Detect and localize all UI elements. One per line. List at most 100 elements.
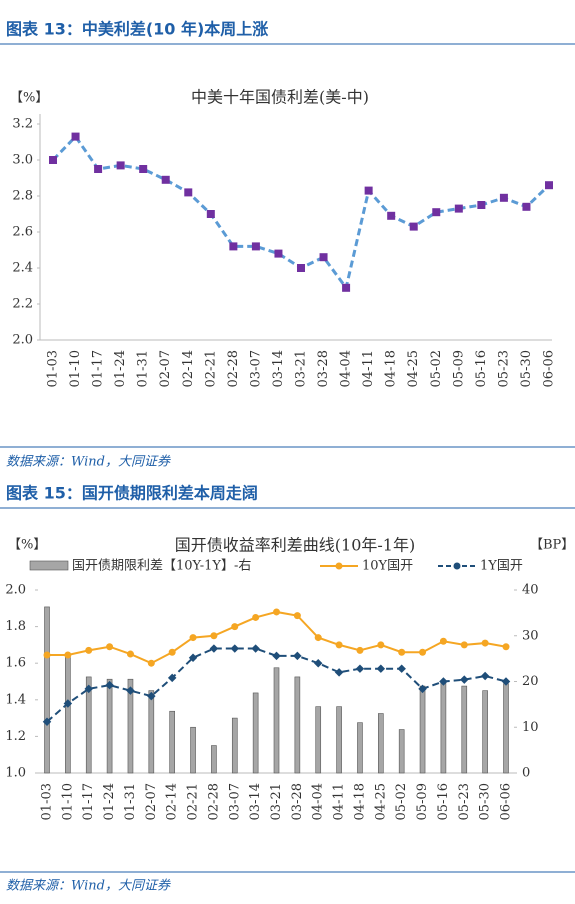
x-tick-label: 05-30 bbox=[478, 783, 493, 820]
x-tick-label: 03-07 bbox=[227, 783, 242, 820]
x-tick-label: 04-04 bbox=[339, 350, 354, 387]
point bbox=[439, 677, 448, 686]
point bbox=[376, 664, 386, 673]
x-tick-label: 03-28 bbox=[290, 783, 305, 820]
point bbox=[480, 671, 490, 681]
point bbox=[116, 161, 125, 170]
y-tick-label: 1.0 bbox=[5, 766, 26, 781]
y-tick-label: 2.0 bbox=[12, 333, 33, 348]
x-tick-label: 02-07 bbox=[158, 350, 173, 387]
chart-title: 中美十年国债利差(美-中) bbox=[191, 88, 369, 107]
point bbox=[481, 639, 489, 647]
x-tick-label: 04-25 bbox=[406, 350, 421, 387]
x-tick-label: 02-14 bbox=[181, 350, 196, 387]
x-tick-label: 04-25 bbox=[373, 783, 388, 820]
point bbox=[335, 641, 343, 649]
point bbox=[397, 664, 406, 673]
point bbox=[252, 613, 260, 621]
point bbox=[210, 632, 218, 640]
x-tick-label: 03-14 bbox=[248, 783, 263, 820]
bar bbox=[398, 729, 405, 774]
bar bbox=[503, 683, 509, 774]
x-tick-label: 01-24 bbox=[113, 350, 128, 387]
legend-label: 1Y国开 bbox=[480, 559, 523, 574]
x-tick-label: 04-18 bbox=[352, 783, 367, 820]
x-tick-label: 01-17 bbox=[91, 350, 106, 387]
bar bbox=[273, 667, 280, 774]
y-tick-label: 1.4 bbox=[5, 692, 26, 707]
point bbox=[460, 641, 468, 649]
x-tick-label: 04-11 bbox=[361, 350, 376, 387]
legend-label: 10Y国开 bbox=[362, 559, 413, 574]
y-tick-label: 2.2 bbox=[12, 297, 33, 312]
point bbox=[184, 188, 193, 197]
point bbox=[439, 637, 447, 645]
x-tick-label: 02-21 bbox=[203, 350, 218, 387]
legend-swatch bbox=[335, 562, 343, 570]
point bbox=[499, 193, 508, 202]
point bbox=[398, 648, 406, 656]
point bbox=[460, 675, 469, 684]
point bbox=[522, 202, 531, 211]
point bbox=[313, 658, 323, 668]
bar bbox=[419, 685, 426, 774]
bar bbox=[482, 690, 488, 774]
bar bbox=[44, 606, 50, 774]
bar bbox=[357, 722, 363, 774]
bar bbox=[127, 678, 134, 774]
x-tick-label: 02-28 bbox=[206, 783, 221, 820]
bar bbox=[378, 713, 384, 774]
x-tick-label: 06-06 bbox=[542, 350, 557, 387]
bar bbox=[85, 676, 92, 774]
y2-tick-label: 10 bbox=[522, 720, 539, 735]
series-line bbox=[46, 647, 507, 723]
point bbox=[139, 165, 148, 173]
point bbox=[377, 641, 385, 649]
x-tick-label: 05-02 bbox=[429, 350, 444, 387]
bar bbox=[252, 692, 259, 774]
point bbox=[418, 684, 427, 694]
x-tick-label: 05-02 bbox=[394, 783, 409, 820]
x-tick-label: 05-30 bbox=[519, 350, 534, 387]
x-tick-label: 03-21 bbox=[294, 350, 309, 387]
x-tick-label: 01-03 bbox=[46, 350, 61, 387]
point bbox=[454, 204, 463, 213]
point bbox=[272, 651, 281, 661]
point bbox=[231, 623, 239, 631]
point bbox=[189, 634, 197, 642]
point bbox=[230, 644, 240, 653]
point bbox=[206, 210, 215, 218]
legend-swatch bbox=[29, 560, 69, 571]
y-tick-label: 2.6 bbox=[12, 225, 33, 240]
y-axis-label: 【%】 bbox=[8, 538, 46, 553]
legend-swatch bbox=[453, 562, 461, 570]
bar bbox=[336, 706, 342, 774]
bar bbox=[315, 706, 322, 774]
bar bbox=[169, 710, 175, 774]
point bbox=[314, 634, 322, 642]
point bbox=[49, 156, 57, 164]
legend-label: 国开债期限利差【10Y-1Y】-右 bbox=[72, 559, 251, 574]
bar bbox=[461, 685, 468, 774]
bar bbox=[106, 678, 113, 774]
point bbox=[342, 283, 351, 292]
point bbox=[105, 680, 114, 690]
x-tick-label: 01-03 bbox=[40, 783, 55, 820]
point bbox=[297, 264, 305, 272]
bar bbox=[211, 745, 217, 774]
x-tick-label: 05-16 bbox=[474, 350, 489, 387]
bar bbox=[231, 717, 238, 774]
point bbox=[161, 175, 170, 184]
heading: 图表 13：中美利差(10 年)本周上涨 bbox=[6, 20, 268, 39]
point bbox=[85, 646, 93, 654]
x-tick-label: 05-09 bbox=[451, 350, 466, 387]
y2-tick-label: 20 bbox=[522, 674, 539, 689]
x-tick-label: 05-09 bbox=[415, 783, 430, 820]
bar bbox=[65, 655, 71, 774]
x-tick-label: 02-14 bbox=[165, 783, 180, 820]
point bbox=[106, 643, 114, 651]
y-tick-label: 1.6 bbox=[5, 656, 26, 671]
bar bbox=[190, 726, 196, 774]
